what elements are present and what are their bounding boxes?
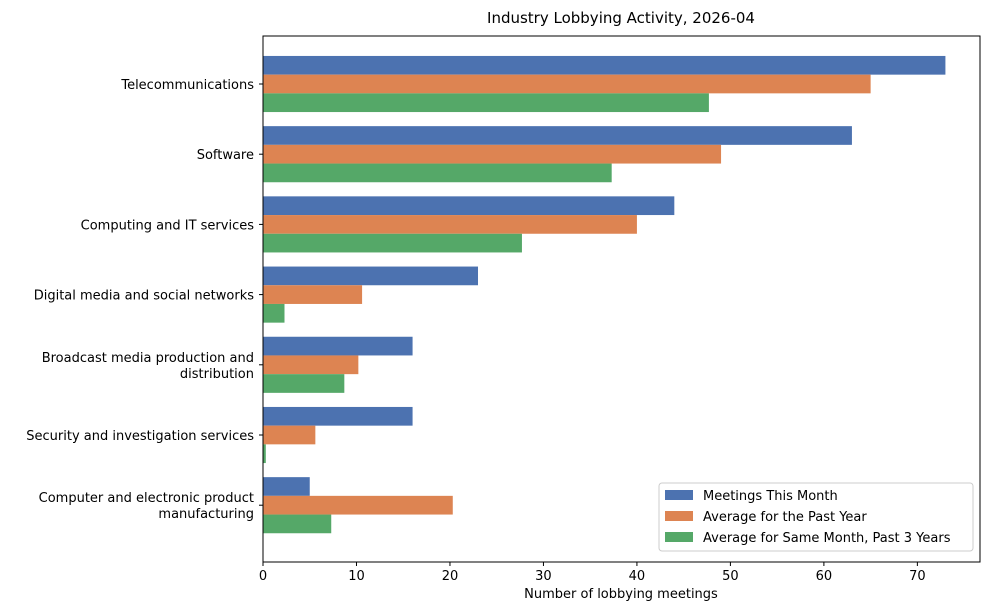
legend-label: Meetings This Month	[703, 489, 838, 504]
bar-1-5	[263, 336, 413, 356]
y-tick-label: Telecommunications	[120, 78, 254, 93]
legend: Meetings This Month Average for the Past …	[658, 482, 974, 552]
legend-box	[658, 482, 974, 552]
bars-group	[263, 55, 946, 534]
bar-2-4	[263, 285, 363, 304]
x-tick-label: 50	[722, 569, 739, 584]
y-tick-label: distribution	[180, 367, 254, 382]
bar-1-4	[263, 266, 479, 286]
bar-1-7	[263, 477, 310, 496]
bar-3-6	[263, 444, 266, 464]
y-tick-label: manufacturing	[158, 507, 254, 522]
bar-2-5	[263, 355, 359, 375]
bar-3-5	[263, 374, 345, 393]
x-tick-label: 20	[442, 569, 459, 584]
bar-2-3	[263, 215, 637, 234]
bar-3-4	[263, 303, 285, 323]
bar-3-7	[263, 514, 332, 534]
legend-swatch	[665, 532, 693, 542]
bar-1-3	[263, 196, 675, 216]
x-axis-ticks: 0 10 20 30 40 50 60 70	[259, 562, 926, 584]
y-axis-ticks: Telecommunications Software Computing and …	[26, 78, 263, 522]
y-tick-label: Security and investigation services	[26, 429, 254, 444]
x-tick-label: 40	[629, 569, 646, 584]
plot-frame	[262, 35, 981, 563]
legend-swatch	[665, 511, 693, 521]
bar-1-1	[263, 55, 946, 75]
bar-3-2	[263, 163, 612, 183]
bar-3-1	[263, 93, 709, 113]
x-tick-label: 30	[535, 569, 552, 584]
y-tick-label: Digital media and social networks	[34, 289, 254, 304]
x-tick-label: 60	[816, 569, 833, 584]
x-axis-label: Number of lobbying meetings	[524, 587, 718, 602]
x-tick-label: 0	[259, 569, 267, 584]
legend-label: Average for Same Month, Past 3 Years	[703, 531, 951, 546]
x-tick-label: 70	[909, 569, 926, 584]
bar-1-2	[263, 126, 852, 145]
chart-title: Industry Lobbying Activity, 2026-04	[487, 9, 755, 27]
y-tick-label: Computer and electronic product	[39, 491, 254, 506]
x-tick-label: 10	[348, 569, 365, 584]
y-tick-label: Computing and IT services	[81, 218, 255, 233]
bar-2-7	[263, 495, 453, 515]
legend-swatch	[665, 490, 693, 500]
y-tick-label: Software	[197, 148, 254, 163]
legend-label: Average for the Past Year	[703, 510, 867, 525]
bar-2-2	[263, 144, 722, 164]
bar-2-1	[263, 74, 871, 94]
bar-2-6	[263, 425, 316, 445]
bar-3-3	[263, 233, 522, 253]
bar-1-6	[263, 406, 413, 426]
y-tick-label: Broadcast media production and	[42, 351, 254, 366]
